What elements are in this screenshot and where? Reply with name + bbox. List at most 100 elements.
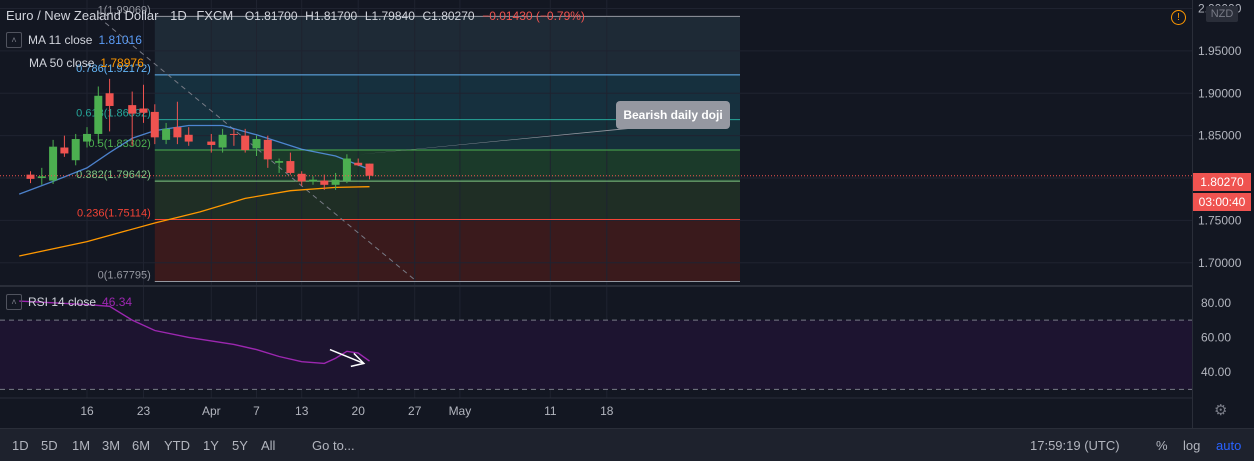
candle-body xyxy=(365,163,374,176)
countdown-tag: 03:00:40 xyxy=(1193,193,1251,211)
candle-body xyxy=(297,173,306,182)
ma50-line xyxy=(19,186,370,257)
range-all[interactable]: All xyxy=(261,438,276,453)
doji-annotation[interactable]: Bearish daily doji xyxy=(616,101,730,129)
ma50-label: MA 50 close xyxy=(29,56,95,70)
trend-arrow-head xyxy=(350,352,366,368)
data-source: FXCM xyxy=(196,8,234,23)
ma11-legend[interactable]: ˄ MA 11 close 1.81016 xyxy=(6,32,142,48)
range-5y[interactable]: 5Y xyxy=(232,438,248,453)
range-1m[interactable]: 1M xyxy=(72,438,91,453)
rsi-line xyxy=(19,300,370,365)
bottom-toolbar: 1D 5D 1M 3M 6M YTD 1Y 5Y All Go to... 17… xyxy=(0,428,1254,461)
collapse-icon[interactable]: ˄ xyxy=(6,32,22,48)
candle-body xyxy=(94,95,103,134)
collapse-icon[interactable]: ˄ xyxy=(6,294,22,310)
high-value: H1.81700 xyxy=(305,9,358,23)
candle-body xyxy=(263,139,272,160)
candle-body xyxy=(320,180,329,185)
range-6m[interactable]: 6M xyxy=(132,438,151,453)
goto-button[interactable]: Go to... xyxy=(312,438,355,453)
fib-zone xyxy=(154,16,741,75)
fib-label: 0.382(1.79642) xyxy=(76,169,151,181)
price-tick: 1.95000 xyxy=(1198,44,1242,58)
fib-label: 0.5(1.83302) xyxy=(88,138,150,150)
time-tick: 20 xyxy=(352,404,366,418)
fib-label: 0(1.67795) xyxy=(98,269,151,281)
currency-badge[interactable]: NZD xyxy=(1206,6,1238,22)
fib-label: 0.236(1.75114) xyxy=(77,207,151,219)
ma50-legend[interactable]: MA 50 close 1.78976 xyxy=(29,56,144,70)
candle-body xyxy=(60,147,69,154)
time-tick: 13 xyxy=(295,404,309,418)
log-toggle[interactable]: log xyxy=(1183,438,1201,453)
candle-body xyxy=(150,111,159,138)
candle-body xyxy=(342,158,351,181)
time-tick: 11 xyxy=(544,404,557,418)
time-tick: 16 xyxy=(80,404,94,418)
rsi-tick: 40.00 xyxy=(1201,365,1231,379)
ma50-value: 1.78976 xyxy=(100,56,144,70)
fib-zone xyxy=(154,150,741,182)
range-1d[interactable]: 1D xyxy=(12,438,29,453)
candle-body xyxy=(309,179,317,182)
price-tick: 1.85000 xyxy=(1198,129,1242,143)
rsi-value: 46.34 xyxy=(102,295,133,309)
fib-label: 1(1.99069) xyxy=(98,4,151,16)
time-tick: 7 xyxy=(253,404,260,418)
change-value: −0.01430 (−0.79%) xyxy=(482,9,585,23)
close-value: C1.80270 xyxy=(422,9,475,23)
trendline xyxy=(97,16,416,281)
time-tick: 23 xyxy=(137,404,151,418)
candle-body xyxy=(331,179,340,185)
ma11-value: 1.81016 xyxy=(98,33,142,47)
rsi-band xyxy=(0,320,1192,390)
rsi-label: RSI 14 close xyxy=(28,295,97,309)
candle-body xyxy=(26,174,35,179)
range-3m[interactable]: 3M xyxy=(102,438,121,453)
fib-zone xyxy=(154,219,741,282)
clock[interactable]: 17:59:19 (UTC) xyxy=(1030,438,1120,453)
ma11-label: MA 11 close xyxy=(28,33,93,47)
time-tick: Apr xyxy=(202,404,221,418)
ma11-line xyxy=(18,124,370,195)
candle-body xyxy=(286,161,295,173)
candle-body xyxy=(229,133,238,135)
candle-body xyxy=(252,139,261,149)
candle-body xyxy=(173,127,182,138)
rsi-tick: 60.00 xyxy=(1201,330,1231,344)
rsi-legend[interactable]: ˄ RSI 14 close 46.34 xyxy=(6,294,132,310)
candle-body xyxy=(37,176,46,179)
time-tick: 18 xyxy=(600,404,614,418)
candle-body xyxy=(139,108,148,113)
interval[interactable]: 1D xyxy=(170,8,187,23)
time-tick: May xyxy=(449,404,472,418)
annotation-pointer xyxy=(359,129,628,155)
gear-icon[interactable]: ⚙ xyxy=(1214,402,1228,419)
low-value: L1.79840 xyxy=(364,9,415,23)
fib-label: 0.786(1.92172) xyxy=(76,63,151,75)
range-ytd[interactable]: YTD xyxy=(164,438,190,453)
candle-body xyxy=(241,135,250,151)
range-1y[interactable]: 1Y xyxy=(203,438,219,453)
candle-body xyxy=(184,134,193,142)
alert-icon[interactable]: ! xyxy=(1171,10,1186,25)
candle-body xyxy=(105,93,114,106)
open-value: O1.81700 xyxy=(244,9,298,23)
price-tick: 1.75000 xyxy=(1198,213,1242,227)
range-5d[interactable]: 5D xyxy=(41,438,58,453)
candle-body xyxy=(128,105,137,114)
auto-toggle[interactable]: auto xyxy=(1216,438,1242,453)
rsi-tick: 80.00 xyxy=(1201,296,1231,310)
candle-body xyxy=(83,133,91,142)
symbol-name[interactable]: Euro / New Zealand Dollar xyxy=(6,8,159,23)
candle-body xyxy=(354,162,363,166)
candle-body xyxy=(162,128,171,140)
trend-arrow xyxy=(329,348,365,365)
chart-header: Euro / New Zealand Dollar 1D FXCM O1.817… xyxy=(6,8,585,23)
price-tick: 1.90000 xyxy=(1198,86,1242,100)
percent-toggle[interactable]: % xyxy=(1156,438,1168,453)
fib-zone xyxy=(154,181,741,220)
candle-body xyxy=(218,134,227,148)
